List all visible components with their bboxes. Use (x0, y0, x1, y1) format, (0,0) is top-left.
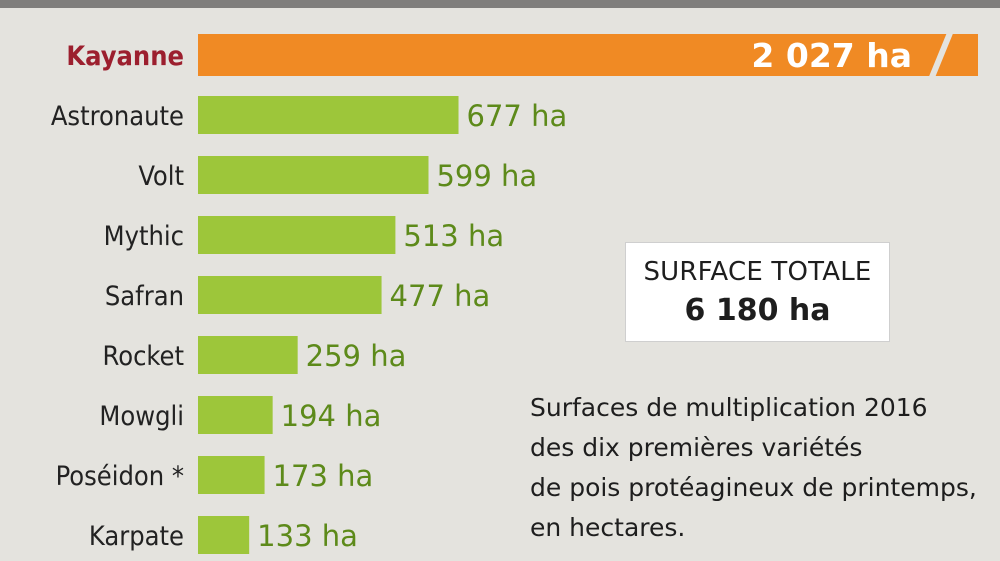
value-label: 677 ha (467, 99, 568, 133)
note-line: de pois protéagineux de printemps, (530, 473, 977, 502)
category-label: Kayanne (66, 41, 184, 72)
title-strip-remnant (0, 0, 1000, 8)
category-label: Safran (105, 281, 184, 312)
value-label: 477 ha (390, 279, 491, 313)
bar-end-slash (929, 31, 953, 79)
bar (198, 516, 250, 554)
category-label: Rocket (103, 341, 184, 372)
chart-note: Surfaces de multiplication 2016 des dix … (530, 388, 990, 548)
bar (198, 396, 273, 434)
value-label: 599 ha (436, 159, 537, 193)
category-label: Karpate (89, 521, 184, 552)
note-line: des dix premières variétés (530, 433, 863, 462)
category-label: Poséidon * (56, 461, 184, 492)
note-line: en hectares. (530, 513, 686, 542)
bar (198, 456, 265, 494)
total-surface-value: 6 180 ha (684, 293, 831, 328)
value-label: 2 027 ha (751, 36, 912, 75)
category-label: Astronaute (51, 101, 184, 132)
bar (198, 216, 396, 254)
value-label: 173 ha (273, 459, 374, 493)
category-label: Mowgli (99, 401, 184, 432)
value-label: 513 ha (403, 219, 504, 253)
bar-highlight (198, 34, 978, 76)
bar (198, 156, 429, 194)
note-line: Surfaces de multiplication 2016 (530, 393, 928, 422)
bar (198, 96, 459, 134)
total-surface-label: SURFACE TOTALE (643, 257, 872, 287)
total-surface-box: SURFACE TOTALE 6 180 ha (625, 242, 890, 342)
category-label: Volt (138, 161, 184, 192)
value-label: 133 ha (257, 519, 358, 553)
bar (198, 336, 298, 374)
value-label: 194 ha (281, 399, 382, 433)
bar (198, 276, 382, 314)
value-label: 259 ha (306, 339, 407, 373)
category-label: Mythic (104, 221, 184, 252)
